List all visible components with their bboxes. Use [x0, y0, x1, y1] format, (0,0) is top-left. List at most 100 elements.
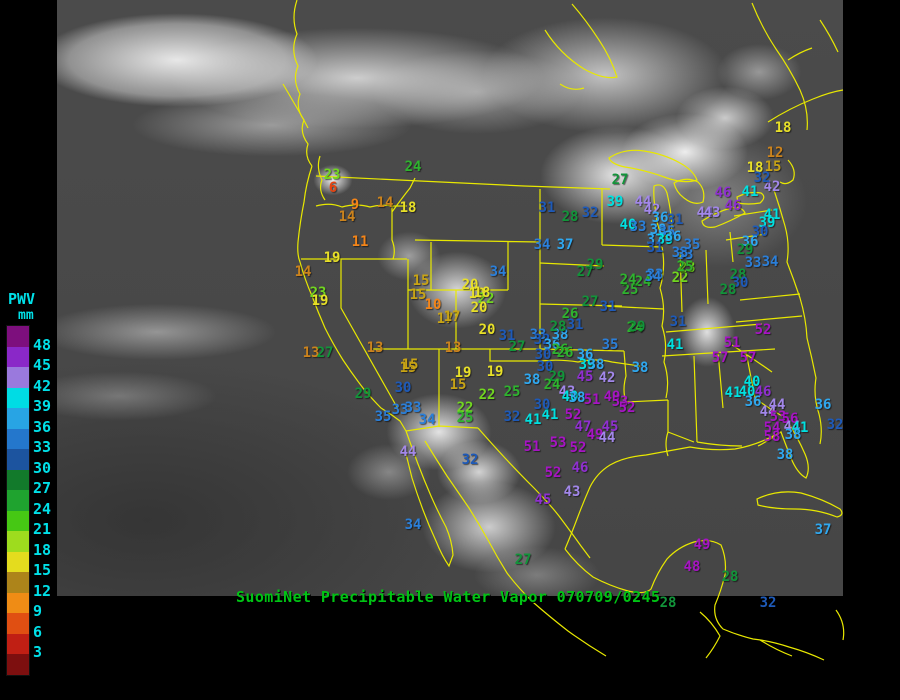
legend-tick-label: 9	[33, 602, 43, 620]
legend-swatch	[7, 654, 29, 675]
station-pwv-value: 41	[791, 420, 809, 436]
station-pwv-value: 39	[758, 215, 776, 231]
station-pwv-value: 41	[763, 207, 781, 223]
station-pwv-value: 23	[309, 285, 327, 301]
station-pwv-value: 53	[769, 409, 787, 425]
station-pwv-value: 37	[814, 522, 832, 538]
station-pwv-value: 13	[302, 345, 320, 361]
legend-tick-label: 36	[33, 417, 52, 436]
station-pwv-value: 36	[741, 234, 759, 250]
station-pwv-value: 27	[576, 264, 594, 280]
station-pwv-value: 31	[498, 328, 516, 344]
legend-tick-label: 21	[33, 520, 52, 538]
legend-tick-label: 12	[33, 581, 52, 600]
station-pwv-value: 11	[351, 234, 369, 250]
legend-swatch	[7, 613, 29, 634]
station-pwv-value: 20	[478, 322, 496, 338]
station-pwv-value: 36	[744, 394, 762, 410]
legend-tick-label: 30	[33, 458, 52, 477]
station-pwv-value: 35	[601, 337, 619, 353]
station-pwv-value: 41	[724, 385, 742, 401]
station-pwv-value: 29	[548, 369, 566, 385]
legend-tick-label: 48	[33, 335, 52, 354]
legend-unit-label: mm	[18, 308, 34, 323]
station-pwv-value: 29	[354, 386, 372, 402]
station-pwv-value: 30	[731, 275, 749, 291]
station-pwv-value: 45	[601, 419, 619, 435]
legend-swatch	[7, 449, 29, 470]
legend-title: PWV	[8, 290, 36, 308]
station-pwv-value: 23	[678, 260, 696, 276]
legend-tick-label: 39	[33, 397, 52, 415]
station-pwv-value: 40	[561, 389, 579, 405]
station-pwv-value: 20	[461, 277, 479, 293]
station-pwv-value: 15	[409, 287, 427, 303]
station-pwv-value: 13	[444, 340, 462, 356]
station-pwv-value: 28	[719, 282, 737, 298]
station-pwv-value: 40	[743, 374, 761, 390]
station-pwv-value: 38	[784, 427, 802, 443]
station-pwv-value: 46	[571, 460, 589, 476]
station-pwv-value: 43	[703, 205, 721, 221]
station-pwv-value: 44	[399, 444, 417, 460]
legend-swatch	[7, 367, 29, 388]
station-pwv-value: 30	[536, 359, 554, 375]
station-pwv-value: 39	[578, 357, 596, 373]
station-pwv-value: 46	[714, 185, 732, 201]
station-pwv-value: 24	[634, 274, 652, 290]
station-pwv-value: 32	[503, 409, 521, 425]
geo-outline	[699, 609, 845, 659]
station-pwv-value: 24	[404, 159, 422, 175]
station-pwv-value: 32	[826, 417, 844, 433]
station-pwv-value: 25	[456, 410, 474, 426]
station-pwv-value: 32	[581, 205, 599, 221]
station-pwv-value: 15	[764, 159, 782, 175]
station-pwv-value: 20	[470, 300, 488, 316]
station-pwv-value: 35	[374, 409, 392, 425]
station-pwv-value: 14	[338, 209, 356, 225]
station-pwv-value: 51	[723, 335, 741, 351]
station-pwv-value: 33	[671, 245, 689, 261]
station-pwv-value: 36	[814, 397, 832, 413]
station-pwv-value: 29	[736, 242, 754, 258]
station-pwv-value: 44	[598, 430, 616, 446]
station-pwv-value: 30	[534, 347, 552, 363]
station-pwv-value: 31	[538, 200, 556, 216]
legend-tick-label: 24	[33, 499, 52, 518]
station-pwv-value: 27	[514, 552, 532, 568]
station-pwv-value: 27	[611, 172, 629, 188]
legend-tick-label: 42	[33, 376, 52, 395]
station-pwv-value: 42	[643, 202, 661, 218]
station-pwv-value: 18	[473, 285, 491, 301]
station-pwv-value: 22	[456, 400, 474, 416]
station-pwv-value: 31	[666, 212, 684, 228]
station-pwv-value: 45	[534, 492, 552, 508]
station-pwv-value: 46	[724, 198, 742, 214]
legend-swatch	[7, 346, 29, 367]
station-pwv-value: 28	[721, 569, 739, 585]
legend-tick-label: 15	[33, 561, 52, 579]
station-pwv-value: 57	[711, 350, 729, 366]
station-pwv-value: 53	[611, 394, 629, 410]
station-pwv-value: 52	[754, 322, 772, 338]
station-pwv-value: 15	[399, 360, 417, 376]
station-pwv-value: 31	[646, 240, 664, 256]
station-pwv-value: 15	[449, 377, 467, 393]
station-pwv-value: 49	[586, 427, 604, 443]
station-pwv-value: 44	[768, 397, 786, 413]
legend-swatch	[7, 387, 29, 408]
station-pwv-value: 6	[328, 180, 338, 196]
station-pwv-value: 30	[394, 380, 412, 396]
station-pwv-value: 46	[754, 384, 772, 400]
station-pwv-value: 22	[477, 291, 495, 307]
station-pwv-value: 40	[619, 217, 637, 233]
station-pwv-value: 52	[618, 400, 636, 416]
station-pwv-value: 25	[621, 282, 639, 298]
station-pwv-value: 36	[576, 347, 594, 363]
station-pwv-value: 33	[404, 400, 422, 416]
station-pwv-value: 38	[649, 222, 667, 238]
station-pwv-value: 14	[294, 264, 312, 280]
station-pwv-value: 33	[646, 267, 664, 283]
station-pwv-value: 43	[558, 384, 576, 400]
station-pwv-value: 34	[761, 254, 779, 270]
